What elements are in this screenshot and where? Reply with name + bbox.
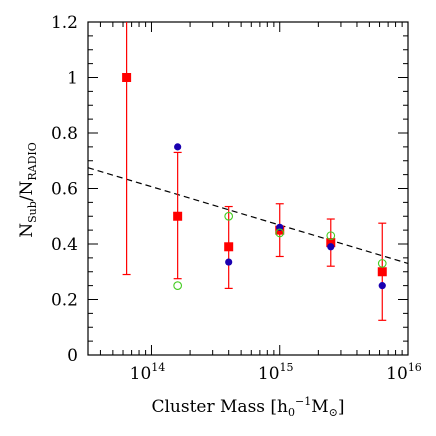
open-circle-marker bbox=[224, 211, 234, 221]
plot-frame bbox=[87, 21, 409, 356]
square-marker bbox=[326, 238, 336, 248]
open-circle-marker bbox=[173, 281, 183, 290]
y-tick-label: 0 bbox=[67, 346, 78, 366]
filled-circle-marker bbox=[225, 258, 233, 266]
y-tick-label: 0.8 bbox=[51, 124, 78, 144]
filled-circle-marker bbox=[327, 243, 335, 251]
y-tick-label: 0.6 bbox=[51, 180, 78, 200]
y-tick-label: 1 bbox=[67, 69, 78, 89]
y-axis-title: NSub/NRADIO bbox=[17, 142, 39, 238]
open-circle-marker bbox=[377, 259, 387, 268]
x-tick-label: 1014 bbox=[130, 361, 166, 384]
square-marker bbox=[377, 267, 387, 277]
open-circle-marker bbox=[275, 228, 285, 238]
y-tick-labels: 0 0.2 0.4 0.6 0.8 1 1.2 bbox=[51, 13, 78, 366]
filled-circle-marker bbox=[378, 282, 386, 290]
x-tick-labels: 1014 1015 1016 bbox=[130, 361, 422, 384]
square-marker bbox=[122, 73, 132, 82]
data-marks bbox=[122, 22, 387, 321]
x-axis-title: Cluster Mass [h0−1M⊙] bbox=[151, 395, 344, 419]
square-marker bbox=[173, 211, 183, 221]
dashed-fit-line bbox=[87, 167, 409, 264]
x-tick-label: 1015 bbox=[258, 361, 294, 384]
square-marker bbox=[224, 242, 234, 252]
y-tick-label: 0.2 bbox=[51, 291, 78, 311]
filled-circle-marker bbox=[174, 143, 182, 151]
x-tick-label: 1016 bbox=[386, 361, 422, 384]
y-tick-label: 1.2 bbox=[51, 13, 78, 33]
axis-ticks bbox=[88, 21, 409, 356]
fit-line bbox=[87, 167, 409, 264]
y-tick-label: 0.4 bbox=[51, 235, 78, 255]
open-circle-marker bbox=[326, 231, 336, 241]
